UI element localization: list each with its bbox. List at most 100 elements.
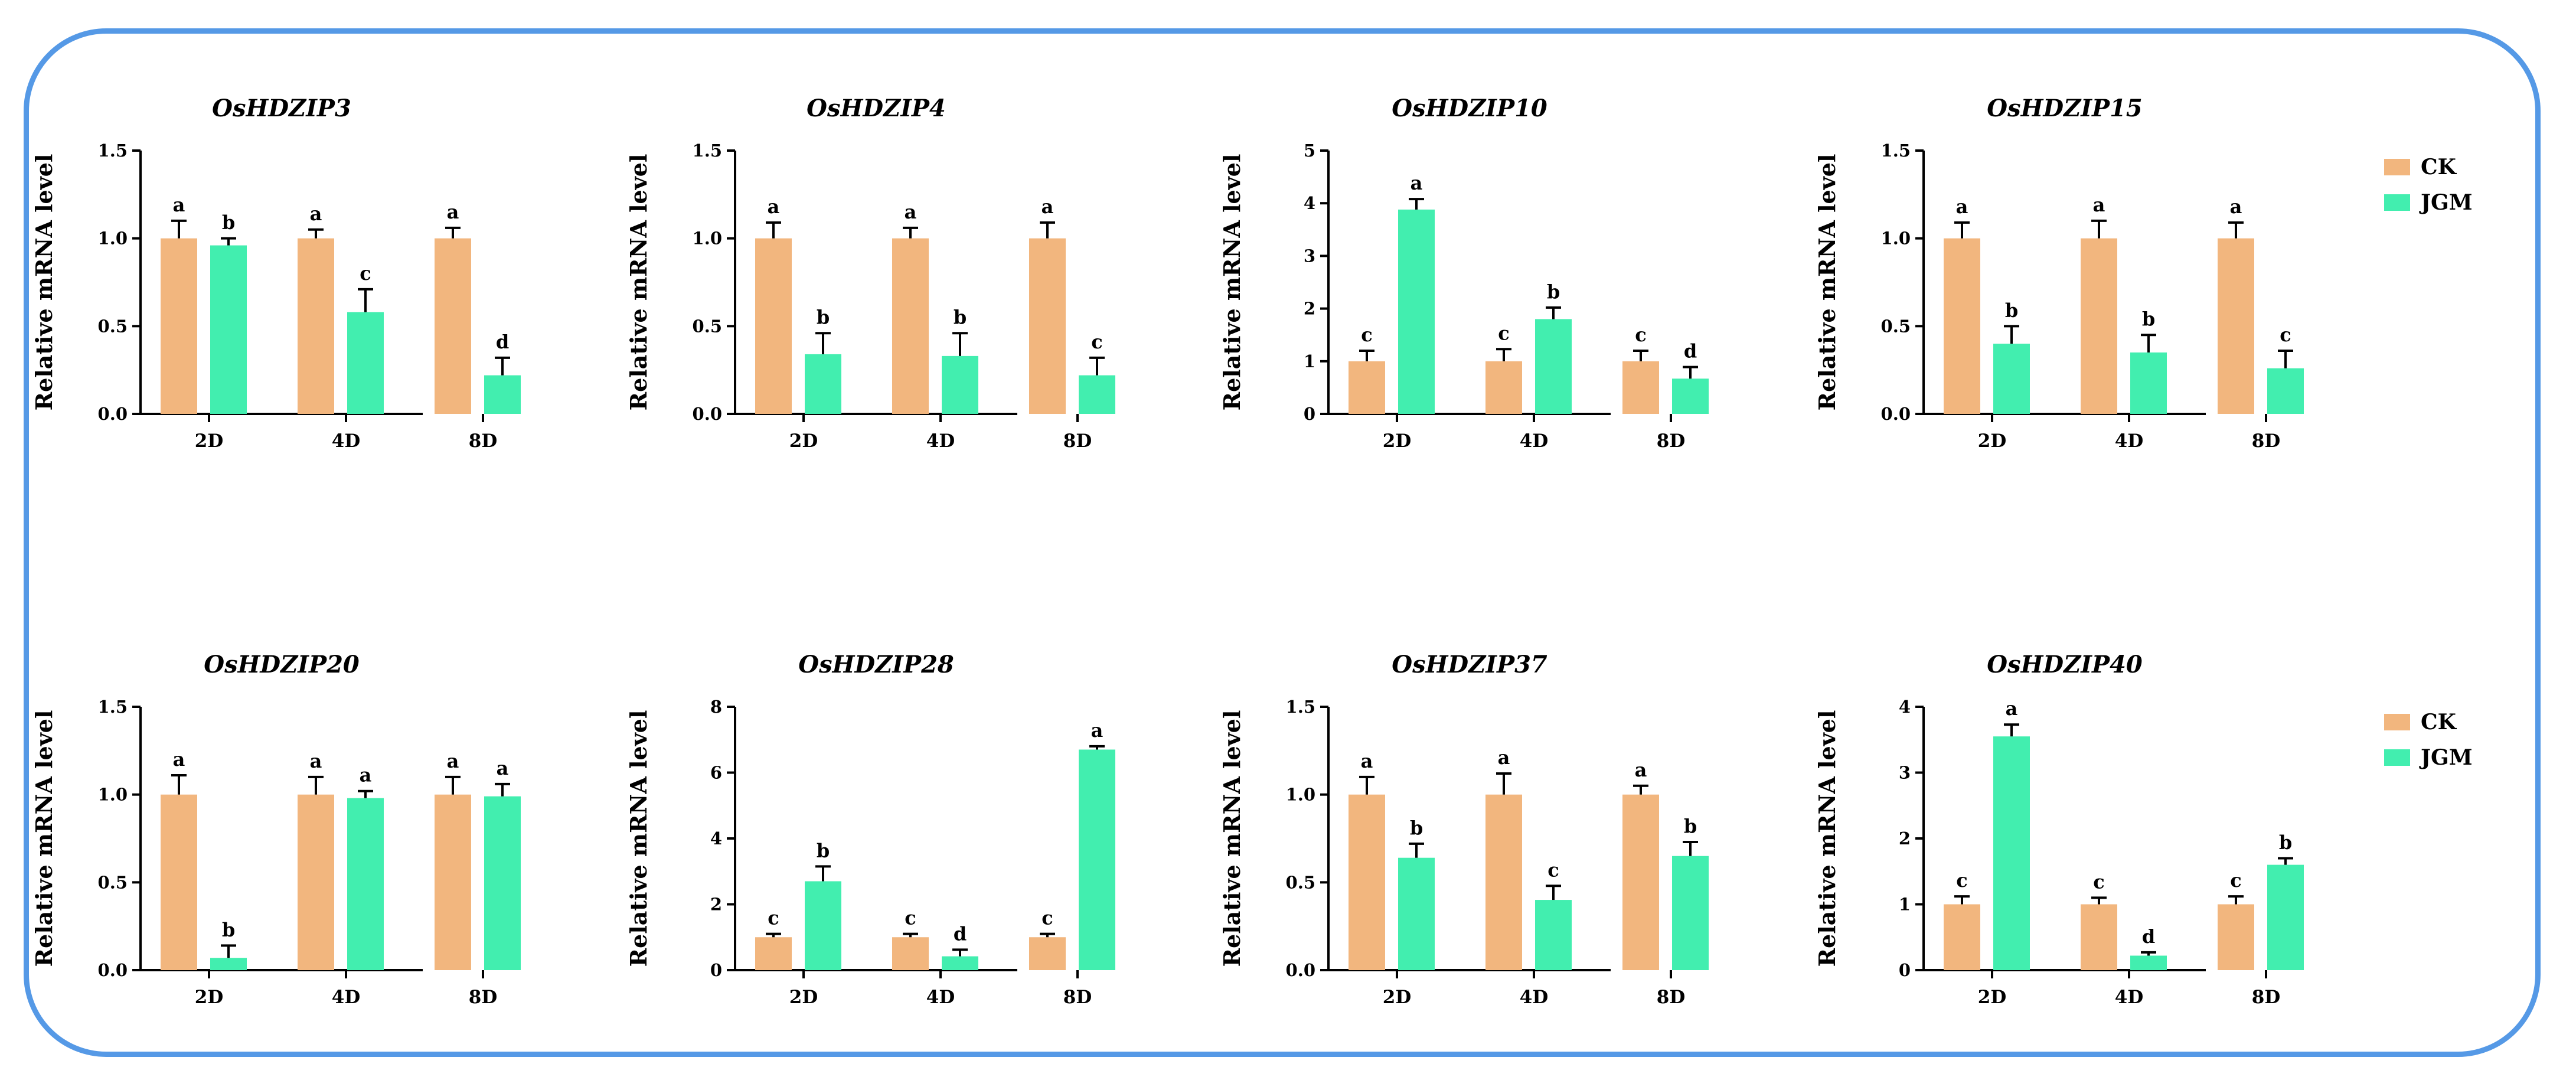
significance-letter: c — [905, 907, 916, 929]
significance-letter: a — [447, 750, 459, 772]
chart-panel-OsHDZIP28: OsHDZIP28 Relative mRNA level 0 2 4 6 8 2D c b 4D c… — [625, 651, 1115, 1008]
legend-label-jgm: JGM — [2419, 745, 2473, 770]
bar-jgm-8D — [484, 796, 521, 970]
bar-ck-8D — [1622, 794, 1659, 970]
significance-letter: c — [360, 262, 371, 285]
x-tick-label: 2D — [1383, 430, 1411, 452]
y-tick-label: 1.5 — [98, 141, 128, 161]
legend-swatch-ck — [2384, 714, 2410, 730]
y-tick-label: 3 — [1304, 246, 1315, 266]
y-tick-label: 4 — [1304, 193, 1315, 213]
bar-ck-8D — [435, 238, 471, 414]
bar-jgm-2D — [210, 245, 247, 414]
bar-jgm-2D — [1993, 344, 2030, 414]
significance-letter: a — [768, 195, 780, 218]
chart-panel-OsHDZIP40: OsHDZIP40 Relative mRNA level 0 1 2 3 4 2D c a 4D c… — [1814, 651, 2304, 1008]
x-tick-label: 4D — [926, 430, 955, 452]
x-tick-label: 4D — [2115, 987, 2143, 1008]
legend-swatch-ck — [2384, 159, 2410, 175]
y-tick-label: 0 — [1899, 960, 1911, 980]
bar-ck-4D — [2081, 238, 2117, 414]
chart-panel-OsHDZIP37: OsHDZIP37 Relative mRNA level 0.0 0.5 1.0 1.5… — [1219, 651, 1709, 1008]
bar-ck-2D — [1349, 794, 1385, 970]
legend-label-ck: CK — [2421, 155, 2457, 180]
bar-ck-2D — [755, 937, 792, 970]
bar-jgm-2D — [1398, 857, 1435, 970]
significance-letter: b — [2005, 299, 2018, 321]
bar-jgm-8D — [1079, 749, 1115, 970]
bar-ck-2D — [161, 238, 197, 414]
y-tick-label: 0 — [1304, 404, 1315, 424]
significance-letter: c — [1635, 324, 1646, 346]
chart-title: OsHDZIP10 — [1392, 94, 1547, 122]
chart-title: OsHDZIP20 — [204, 651, 360, 678]
chart-title: OsHDZIP37 — [1392, 651, 1547, 678]
bar-ck-2D — [755, 238, 792, 414]
significance-letter: a — [2006, 697, 2018, 720]
x-tick-label: 8D — [1657, 430, 1685, 452]
y-tick-label: 0.5 — [98, 872, 128, 892]
y-axis-label: Relative mRNA level — [1219, 154, 1245, 411]
x-tick-label: 8D — [1063, 987, 1092, 1008]
significance-letter: d — [496, 331, 509, 353]
bar-jgm-2D — [1993, 736, 2030, 970]
bar-jgm-8D — [1079, 375, 1115, 414]
significance-letter: c — [1956, 869, 1967, 892]
y-tick-label: 0.5 — [1881, 316, 1911, 336]
x-tick-label: 8D — [1657, 987, 1685, 1008]
y-tick-label: 1.5 — [693, 141, 722, 161]
x-tick-label: 8D — [469, 430, 497, 452]
bar-ck-4D — [1485, 361, 1522, 414]
significance-letter: c — [1041, 907, 1053, 929]
x-tick-label: 8D — [2252, 987, 2280, 1008]
bar-jgm-4D — [942, 956, 978, 970]
bar-ck-4D — [892, 238, 929, 414]
significance-letter: b — [2142, 308, 2155, 330]
bar-jgm-4D — [1535, 319, 1572, 414]
significance-letter: a — [497, 757, 509, 779]
significance-letter: a — [1956, 195, 1968, 218]
x-tick-label: 4D — [332, 430, 360, 452]
bar-ck-4D — [1485, 794, 1522, 970]
bar-jgm-2D — [805, 881, 841, 970]
y-tick-label: 0.5 — [98, 316, 128, 336]
y-tick-label: 0.5 — [1286, 872, 1315, 892]
bar-ck-4D — [2081, 904, 2117, 970]
x-tick-label: 2D — [1383, 987, 1411, 1008]
x-tick-label: 8D — [1063, 430, 1092, 452]
significance-letter: c — [2280, 324, 2291, 346]
significance-letter: a — [1498, 746, 1510, 769]
bar-jgm-4D — [2130, 955, 2167, 970]
y-tick-label: 6 — [710, 763, 722, 783]
bar-jgm-4D — [1535, 900, 1572, 970]
bar-ck-4D — [892, 937, 929, 970]
bar-jgm-8D — [484, 375, 521, 414]
y-tick-label: 4 — [710, 828, 722, 848]
significance-letter: b — [954, 306, 967, 328]
chart-panel-OsHDZIP4: OsHDZIP4 Relative mRNA level 0.0 0.5 1.0 1.5 2… — [625, 94, 1115, 452]
significance-letter: c — [1498, 322, 1509, 344]
y-axis-label: Relative mRNA level — [625, 710, 652, 967]
y-tick-label: 1.0 — [693, 229, 722, 249]
y-tick-label: 0 — [710, 960, 722, 980]
chart-panel-OsHDZIP10: OsHDZIP10 Relative mRNA level 0 1 2 3 4 5 2D c a 4D… — [1219, 94, 1709, 452]
y-axis-label: Relative mRNA level — [31, 710, 57, 967]
x-tick-label: 4D — [1520, 430, 1548, 452]
bar-jgm-8D — [1672, 378, 1709, 414]
y-tick-label: 0.0 — [1286, 960, 1315, 980]
significance-letter: c — [2093, 870, 2104, 893]
chart-title: OsHDZIP40 — [1987, 651, 2143, 678]
x-tick-label: 8D — [469, 987, 497, 1008]
legend: CK JGM — [2384, 155, 2473, 215]
x-tick-label: 4D — [332, 987, 360, 1008]
x-tick-label: 2D — [1978, 430, 2006, 452]
y-tick-label: 0.0 — [693, 404, 722, 424]
significance-letter: a — [310, 750, 322, 772]
y-tick-label: 0.0 — [98, 960, 128, 980]
significance-letter: a — [1091, 719, 1103, 742]
y-tick-label: 0.0 — [1881, 404, 1911, 424]
bar-jgm-4D — [347, 798, 384, 970]
significance-letter: b — [1410, 817, 1423, 839]
significance-letter: b — [2279, 831, 2292, 853]
significance-letter: a — [2093, 194, 2105, 216]
